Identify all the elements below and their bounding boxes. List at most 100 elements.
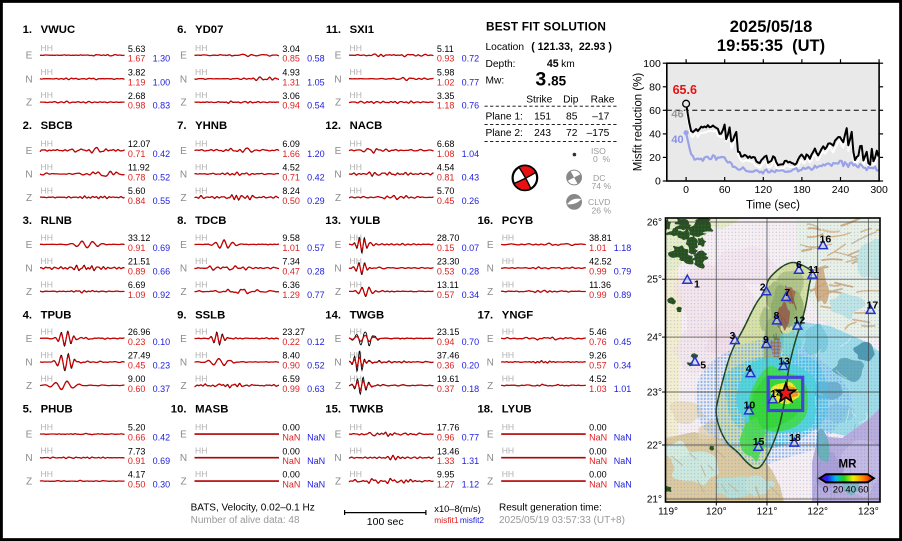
svg-text:0.42: 0.42 xyxy=(153,433,171,443)
svg-text:NaN: NaN xyxy=(589,456,607,466)
svg-text:HH: HH xyxy=(502,279,514,289)
svg-text:0.79: 0.79 xyxy=(614,267,632,277)
svg-text:80: 80 xyxy=(649,82,661,94)
svg-text:11: 11 xyxy=(808,264,819,276)
svg-text:1.03: 1.03 xyxy=(589,384,607,394)
svg-text:MR: MR xyxy=(839,459,858,471)
svg-text:1.01: 1.01 xyxy=(614,384,632,394)
svg-text:E: E xyxy=(335,240,342,251)
svg-text:0: 0 xyxy=(823,484,828,495)
svg-text:74 %: 74 % xyxy=(592,181,612,191)
svg-text:E: E xyxy=(26,51,33,62)
svg-text:2025/05/19 03:57:33 (UT+8): 2025/05/19 03:57:33 (UT+8) xyxy=(499,515,625,526)
svg-text:Strike: Strike xyxy=(526,94,552,105)
svg-text:26°: 26° xyxy=(647,218,662,229)
svg-text:0.34: 0.34 xyxy=(462,290,480,300)
svg-text:Z: Z xyxy=(335,381,341,392)
svg-text:HH: HH xyxy=(502,232,514,242)
svg-text:0.99: 0.99 xyxy=(589,290,607,300)
svg-text:N: N xyxy=(334,264,341,275)
svg-text:23.30: 23.30 xyxy=(437,257,460,267)
svg-text:1.: 1. xyxy=(23,24,32,36)
svg-text:7.34: 7.34 xyxy=(282,257,300,267)
svg-text:0.18: 0.18 xyxy=(462,384,480,394)
svg-text:122°: 122° xyxy=(807,507,828,518)
svg-text:NaN: NaN xyxy=(282,433,300,443)
svg-text:26.96: 26.96 xyxy=(128,327,151,337)
svg-text:23.27: 23.27 xyxy=(282,327,305,337)
svg-text:2: 2 xyxy=(760,281,766,293)
svg-text:7: 7 xyxy=(784,287,790,299)
svg-text:NaN: NaN xyxy=(589,433,607,443)
svg-text:0.70: 0.70 xyxy=(462,337,480,347)
svg-text:0.36: 0.36 xyxy=(437,361,455,371)
svg-text:Z: Z xyxy=(26,98,32,109)
svg-text:11.: 11. xyxy=(326,24,341,36)
svg-text:HH: HH xyxy=(41,422,53,432)
svg-text:5.11: 5.11 xyxy=(437,44,454,54)
svg-text:1.33: 1.33 xyxy=(437,456,455,466)
svg-text:misfit2: misfit2 xyxy=(460,515,485,525)
svg-text:E: E xyxy=(487,240,494,251)
svg-text:HH: HH xyxy=(350,422,362,432)
svg-text:HH: HH xyxy=(41,256,53,266)
svg-text:HH: HH xyxy=(41,373,53,383)
svg-text:HH: HH xyxy=(195,185,207,195)
svg-text:3: 3 xyxy=(730,330,736,342)
svg-text:Z: Z xyxy=(487,287,493,298)
svg-text:23.15: 23.15 xyxy=(437,327,460,337)
svg-text:4.93: 4.93 xyxy=(282,67,300,77)
svg-text:2.: 2. xyxy=(23,120,32,132)
svg-text:0.37: 0.37 xyxy=(437,384,455,394)
svg-text:1.66: 1.66 xyxy=(282,149,300,159)
svg-text:9.00: 9.00 xyxy=(128,374,146,384)
svg-text:Z: Z xyxy=(26,477,32,488)
svg-text:E: E xyxy=(335,430,342,441)
svg-text:N: N xyxy=(25,453,32,464)
svg-text:19.61: 19.61 xyxy=(437,374,460,384)
svg-text:0.58: 0.58 xyxy=(307,54,325,64)
svg-text:1.02: 1.02 xyxy=(437,77,455,87)
svg-text:1.05: 1.05 xyxy=(307,77,325,87)
svg-text:HH: HH xyxy=(350,326,362,336)
svg-text:HH: HH xyxy=(195,256,207,266)
svg-text:E: E xyxy=(335,334,342,345)
svg-text:1.12: 1.12 xyxy=(462,480,480,490)
svg-text:1.01: 1.01 xyxy=(589,243,607,253)
svg-text:Misfit reduction (%): Misfit reduction (%) xyxy=(633,73,645,172)
svg-text:BATS, Velocity, 0.02–0.1 Hz: BATS, Velocity, 0.02–0.1 Hz xyxy=(191,503,315,514)
svg-text:0.30: 0.30 xyxy=(153,480,171,490)
svg-text:0.57: 0.57 xyxy=(307,243,325,253)
svg-text:0.81: 0.81 xyxy=(437,172,455,182)
svg-text:4.52: 4.52 xyxy=(589,374,607,384)
svg-text:0.50: 0.50 xyxy=(282,196,300,206)
svg-text:27.49: 27.49 xyxy=(128,351,151,361)
svg-text:HH: HH xyxy=(41,279,53,289)
svg-text:100 sec: 100 sec xyxy=(367,516,404,528)
svg-text:46: 46 xyxy=(671,108,683,120)
svg-text:0.77: 0.77 xyxy=(462,433,480,443)
svg-text:E: E xyxy=(180,430,187,441)
svg-text:1.31: 1.31 xyxy=(462,456,480,466)
svg-text:HH: HH xyxy=(41,67,53,77)
svg-text:N: N xyxy=(334,74,341,85)
svg-text:6.59: 6.59 xyxy=(282,374,300,384)
svg-text:0.52: 0.52 xyxy=(153,172,171,182)
svg-text:E: E xyxy=(180,146,187,157)
svg-text:0.63: 0.63 xyxy=(307,384,325,394)
svg-text:60: 60 xyxy=(649,105,661,117)
svg-text:HH: HH xyxy=(195,373,207,383)
svg-text:0.00: 0.00 xyxy=(282,446,300,456)
svg-text:Number of alive data: 48: Number of alive data: 48 xyxy=(191,515,300,526)
svg-text:HH: HH xyxy=(195,90,207,100)
svg-text:60: 60 xyxy=(719,184,731,196)
svg-text:ISO: ISO xyxy=(591,146,606,156)
svg-text:Z: Z xyxy=(335,477,341,488)
svg-text:HH: HH xyxy=(195,469,207,479)
svg-text:28.70: 28.70 xyxy=(437,233,460,243)
svg-text:0.34: 0.34 xyxy=(614,361,632,371)
svg-text:40: 40 xyxy=(649,129,661,141)
svg-text:0.00: 0.00 xyxy=(589,423,607,433)
svg-text:HH: HH xyxy=(350,185,362,195)
svg-text:Z: Z xyxy=(335,193,341,204)
